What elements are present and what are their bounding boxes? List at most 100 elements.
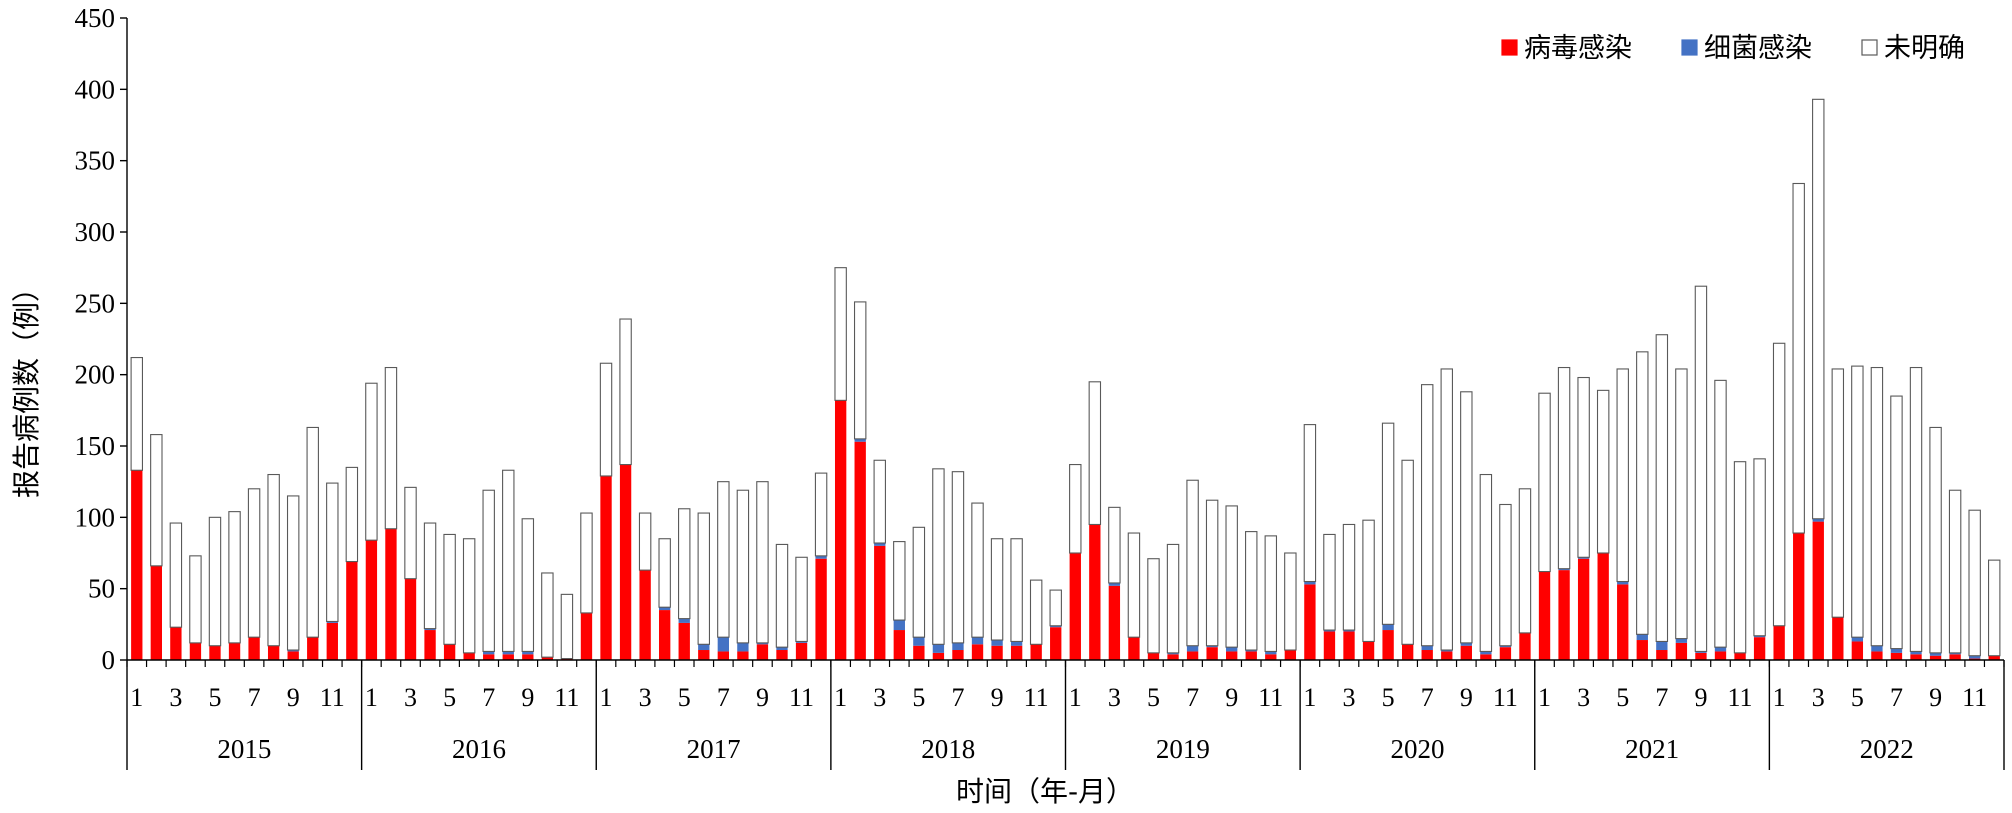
viral-bar-segment [1343, 631, 1355, 660]
bacterial-bar-segment [913, 637, 925, 646]
unknown-bar-segment [1049, 589, 1062, 627]
bar-series-group [130, 98, 2001, 660]
viral-bar-segment [1675, 642, 1688, 660]
unknown-bar-segment [521, 518, 535, 652]
viral-bar-segment [1128, 637, 1140, 660]
bacterial-bar-segment [1851, 637, 1864, 642]
bacterial-bar-segment [1558, 568, 1570, 571]
viral-bar-segment [1304, 584, 1316, 660]
bacterial-bar-segment [1343, 630, 1355, 632]
bacterial-bar-segment [1577, 557, 1590, 559]
bacterial-bar-segment [1656, 641, 1668, 651]
bacterial-bar-segment [1206, 645, 1218, 648]
month-tick-label: 7 [951, 683, 964, 712]
legend-swatch [1501, 39, 1518, 56]
unknown-bar-segment [697, 512, 711, 645]
month-tick-label: 5 [1382, 683, 1395, 712]
unknown-bar-segment [1362, 519, 1375, 643]
unknown-bar-segment [228, 511, 241, 644]
month-tick-label: 5 [678, 683, 691, 712]
viral-bar-segment [228, 642, 241, 660]
year-label: 2020 [1390, 734, 1444, 764]
month-tick-label: 11 [1024, 683, 1049, 712]
unknown-bar-segment [1557, 366, 1571, 570]
viral-bar-segment [1245, 651, 1257, 660]
month-tick-label: 9 [287, 683, 300, 712]
viral-bar-segment [1890, 652, 1903, 660]
bacterial-bar-segment [1010, 641, 1023, 646]
viral-bar-segment [1910, 654, 1922, 660]
unknown-bar-segment [1186, 479, 1199, 647]
unknown-bar-segment [1655, 334, 1669, 643]
viral-bar-segment [326, 622, 338, 660]
viral-bar-segment [1753, 637, 1766, 660]
legend: 病毒感染 细菌感染 未明确 [1501, 33, 1965, 64]
unknown-bar-segment [1108, 506, 1121, 584]
viral-bar-segment [932, 652, 945, 660]
viral-bar-segment [1050, 627, 1062, 660]
year-label: 2016 [452, 734, 506, 764]
unknown-bar-segment [1147, 558, 1160, 654]
viral-bar-segment [1812, 521, 1824, 660]
viral-bar-segment [1265, 654, 1277, 660]
unknown-bar-segment [1127, 532, 1141, 638]
viral-bar-segment [893, 630, 905, 660]
viral-bar-segment [1089, 524, 1101, 660]
year-label: 2018 [921, 734, 975, 764]
viral-bar-segment [170, 627, 182, 660]
viral-bar-segment [834, 400, 847, 660]
month-tick-label: 11 [320, 683, 345, 712]
unknown-bar-segment [130, 356, 144, 471]
bacterial-bar-segment [1480, 651, 1492, 655]
unknown-bar-segment [502, 469, 515, 652]
bacterial-bar-segment [932, 644, 945, 653]
month-tick-label: 9 [521, 683, 534, 712]
unknown-bar-segment [873, 459, 886, 544]
unknown-bar-segment [971, 502, 984, 638]
unknown-bar-segment [1205, 499, 1219, 647]
month-tick-label: 1 [130, 683, 143, 712]
bacterial-bar-segment [1167, 652, 1179, 655]
viral-bar-segment [600, 475, 612, 660]
bacterial-bar-segment [1323, 630, 1336, 632]
unknown-bar-segment [1968, 509, 1981, 657]
unknown-bar-segment [756, 481, 769, 644]
bacterial-bar-segment [1753, 635, 1766, 638]
viral-bar-segment [678, 622, 690, 660]
unknown-bar-segment [678, 508, 691, 620]
viral-bar-segment [1929, 655, 1942, 660]
legend-label: 未明确 [1884, 33, 1965, 64]
viral-bar-segment [365, 540, 378, 660]
year-label: 2017 [687, 734, 741, 764]
viral-bar-segment [1323, 631, 1336, 660]
bacterial-bar-segment [737, 642, 749, 652]
viral-bar-segment [1167, 654, 1179, 660]
unknown-bar-segment [1948, 489, 1962, 654]
unknown-bar-segment [541, 572, 554, 658]
viral-bar-segment [463, 652, 475, 660]
y-axis: 0 50 100 150 200 250 300 350 400 450 [75, 3, 128, 675]
bacterial-bar-segment [1910, 651, 1922, 655]
unknown-bar-segment [1225, 505, 1238, 648]
viral-bar-segment [1069, 553, 1081, 660]
unknown-bar-segment [599, 362, 613, 477]
unknown-bar-segment [1381, 422, 1395, 625]
month-tick-label: 3 [1108, 683, 1121, 712]
unknown-bar-segment [384, 366, 398, 530]
viral-bar-segment [1480, 654, 1492, 660]
unknown-bar-segment [1323, 533, 1336, 631]
bacterial-bar-segment [502, 651, 514, 655]
unknown-bar-segment [1420, 384, 1434, 647]
legend-swatch [1681, 39, 1698, 56]
bacterial-bar-segment [1245, 650, 1257, 652]
viral-bar-segment [502, 654, 514, 660]
viral-bar-segment [776, 650, 788, 660]
viral-bar-segment [404, 578, 417, 660]
viral-bar-segment [1147, 652, 1160, 660]
viral-bar-segment [639, 570, 651, 660]
y-axis-title: 报告病例数（例） [10, 274, 43, 498]
unknown-bar-segment [912, 526, 926, 638]
unknown-bar-segment [482, 489, 495, 652]
